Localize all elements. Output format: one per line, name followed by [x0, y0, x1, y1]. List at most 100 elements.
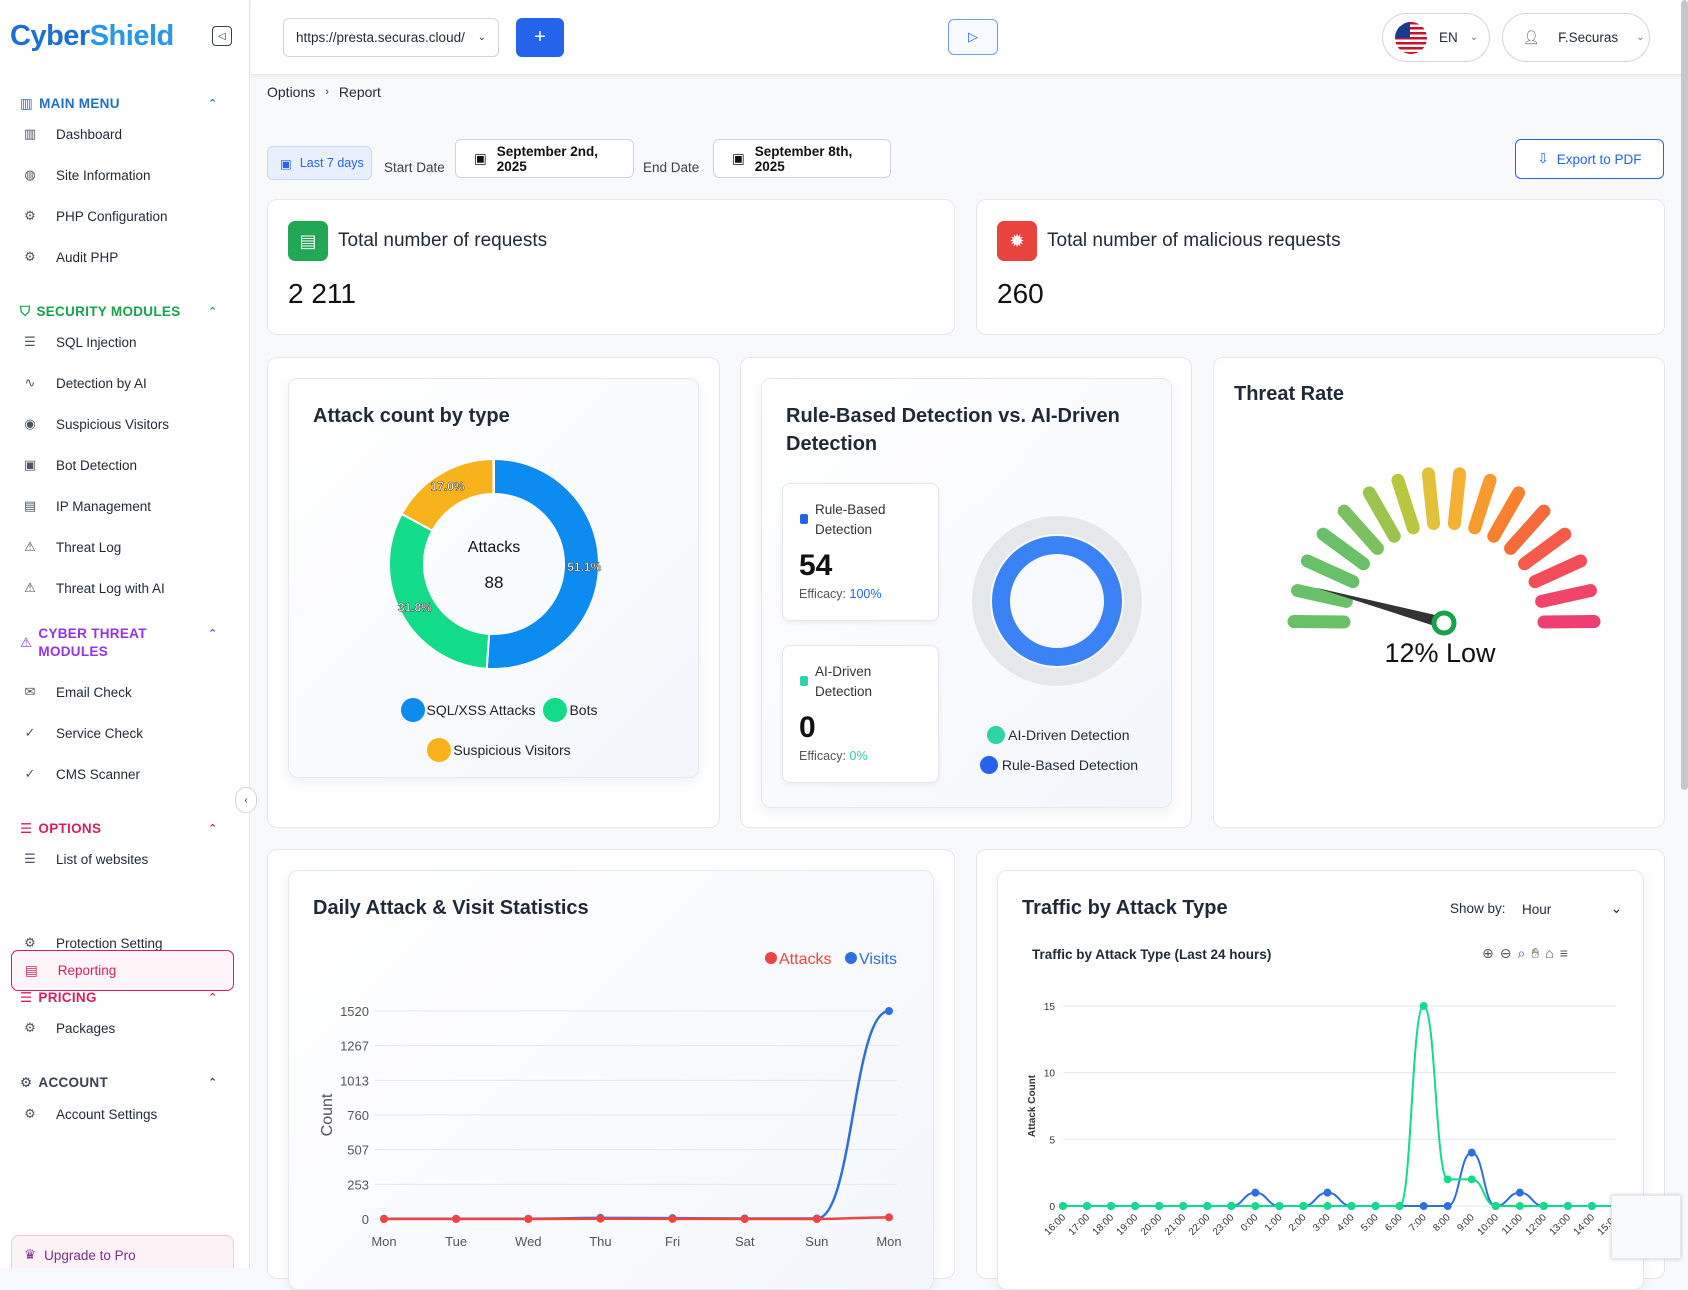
- data-point: [741, 1215, 749, 1223]
- home-icon[interactable]: ⌂: [1545, 945, 1553, 962]
- sidebar-item-packages[interactable]: ⚙Packages: [22, 1020, 115, 1036]
- section-header-main-menu[interactable]: ▥MAIN MENU⌃: [20, 95, 120, 113]
- legend-item[interactable]: SQL/XSS Attacks: [401, 694, 536, 726]
- x-tick-label: Tue: [445, 1234, 467, 1249]
- legend-dot: [401, 698, 425, 722]
- logo[interactable]: CyberShield: [10, 14, 174, 58]
- section-header-account[interactable]: ⚙ACCOUNT⌃: [20, 1074, 108, 1092]
- list-icon: ☰: [20, 990, 32, 1006]
- breadcrumb-current: Report: [339, 84, 381, 100]
- y-tick-label: 0: [362, 1212, 369, 1227]
- y-tick-label: 15: [1044, 1002, 1056, 1013]
- kpi-value: 2 211: [288, 278, 356, 310]
- sidebar-item-threat-log-with-ai[interactable]: ⚠Threat Log with AI: [22, 580, 165, 596]
- attack-count-panel: Attack count by type 51.1%31.8%17.0%Atta…: [288, 378, 699, 778]
- sidebar-item-detection-by-ai[interactable]: ∿Detection by AI: [22, 375, 147, 391]
- gauge-segment: [1475, 480, 1490, 528]
- legend-dot: [543, 698, 567, 722]
- collapse-sidebar-button[interactable]: ◁: [212, 26, 232, 46]
- x-tick-label: Thu: [589, 1234, 611, 1249]
- sidebar-item-label: Service Check: [56, 726, 143, 741]
- traffic-panel: Traffic by Attack Type Show by: Hour⌄ Tr…: [997, 870, 1644, 1290]
- bot-icon: ▣: [22, 457, 38, 473]
- legend-dot: [427, 738, 451, 762]
- sidebar-item-cms-scanner[interactable]: ✓CMS Scanner: [22, 766, 140, 782]
- section-header-options[interactable]: ☰OPTIONS⌃: [20, 820, 101, 838]
- y-tick-label: 760: [347, 1108, 369, 1123]
- x-tick-label: 3:00: [1311, 1212, 1333, 1234]
- end-date-picker[interactable]: ▣September 8th, 2025: [713, 139, 891, 178]
- sidebar-item-service-check[interactable]: ✓Service Check: [22, 725, 143, 741]
- sidebar-item-site-information[interactable]: ◍Site Information: [22, 167, 151, 183]
- sidebar-item-ip-management[interactable]: ▤IP Management: [22, 498, 151, 514]
- site-url-select[interactable]: https://presta.securas.cloud/ ⌄: [283, 18, 499, 57]
- sidebar-toggle-handle[interactable]: ‹: [235, 787, 257, 813]
- data-point: [1107, 1202, 1115, 1210]
- chart-title: Threat Rate: [1234, 380, 1344, 408]
- breadcrumb-root[interactable]: Options: [267, 84, 315, 100]
- data-point: [452, 1215, 460, 1223]
- start-date-picker[interactable]: ▣September 2nd, 2025: [455, 139, 634, 178]
- page-scrollbar[interactable]: [1681, 0, 1688, 790]
- menu-icon[interactable]: ≡: [1560, 945, 1568, 962]
- zoom-out-icon[interactable]: ⊖: [1500, 945, 1512, 962]
- section-header-security-modules[interactable]: ⛉SECURITY MODULES⌃: [20, 303, 181, 321]
- slice-label: 51.1%: [567, 560, 601, 574]
- rule-ring: [1001, 545, 1113, 657]
- play-button[interactable]: ▷: [948, 19, 998, 55]
- export-pdf-button[interactable]: ⇩Export to PDF: [1515, 139, 1664, 179]
- sidebar-item-suspicious-visitors[interactable]: ◉Suspicious Visitors: [22, 416, 169, 432]
- section-title: ACCOUNT: [38, 1074, 108, 1092]
- section-title: MAIN MENU: [39, 95, 120, 113]
- kpi-value: 260: [997, 278, 1044, 310]
- gauge-segment: [1369, 493, 1394, 536]
- sidebar-item-threat-log[interactable]: ⚠Threat Log: [22, 539, 121, 555]
- pan-hand-icon[interactable]: ✋︎: [1531, 945, 1539, 962]
- chart-title: Traffic by Attack Type: [1022, 894, 1228, 922]
- data-point: [885, 1213, 893, 1221]
- magnifier-icon[interactable]: ⌕: [1517, 945, 1525, 962]
- preset-last-7-days[interactable]: ▣Last 7 days: [267, 146, 372, 180]
- sidebar-item-reporting[interactable]: ▤ Reporting: [11, 950, 234, 991]
- sidebar-item-sql-injection[interactable]: ☰SQL Injection: [22, 334, 137, 350]
- x-tick-label: 14:00: [1572, 1212, 1598, 1238]
- warning-icon: ⚠: [22, 580, 38, 596]
- sidebar-item-label: Email Check: [56, 685, 132, 700]
- show-by-select[interactable]: Hour⌄: [1516, 893, 1628, 925]
- sidebar-item-email-check[interactable]: ✉Email Check: [22, 684, 132, 700]
- zoom-in-icon[interactable]: ⊕: [1482, 945, 1494, 962]
- gear-icon: ⚙: [20, 1075, 32, 1091]
- legend-item[interactable]: Bots: [543, 694, 597, 726]
- x-tick-label: 16:00: [1043, 1212, 1069, 1238]
- add-site-button[interactable]: +: [516, 18, 564, 57]
- x-tick-label: 2:00: [1287, 1212, 1309, 1234]
- detection-ring-chart: [970, 514, 1144, 688]
- upgrade-to-pro-button[interactable]: ♛ Upgrade to Pro: [11, 1235, 234, 1268]
- x-tick-label: Sun: [805, 1234, 828, 1249]
- legend-item[interactable]: Suspicious Visitors: [427, 734, 570, 766]
- sidebar-item-dashboard[interactable]: ▥Dashboard: [22, 126, 122, 142]
- legend-dot: [765, 952, 777, 964]
- attack-count-card: Attack count by type 51.1%31.8%17.0%Atta…: [267, 357, 720, 828]
- x-tick-label: 5:00: [1359, 1212, 1381, 1234]
- start-date-value: September 2nd, 2025: [497, 144, 623, 174]
- sidebar-item-bot-detection[interactable]: ▣Bot Detection: [22, 457, 137, 473]
- sidebar-item-account-settings[interactable]: ⚙Account Settings: [22, 1106, 157, 1122]
- sidebar-item-protection-setting[interactable]: ⚙Protection Setting: [22, 935, 163, 951]
- slice-label: 31.8%: [398, 601, 432, 615]
- data-point: [1372, 1202, 1380, 1210]
- bug-icon: ✹: [997, 221, 1037, 261]
- warning-icon: ⚠: [20, 635, 32, 651]
- section-header-pricing[interactable]: ☰PRICING⌃: [20, 989, 97, 1007]
- user-menu[interactable]: 👤︎ F.Securas ⌄: [1502, 13, 1650, 62]
- sidebar-item-php-configuration[interactable]: ⚙PHP Configuration: [22, 208, 168, 224]
- sidebar-item-audit-php[interactable]: ⚙Audit PHP: [22, 249, 118, 265]
- data-point: [1516, 1202, 1524, 1210]
- sidebar-item-list-of-websites[interactable]: ☰List of websites: [22, 851, 148, 867]
- recaptcha-badge[interactable]: [1611, 1195, 1681, 1259]
- language-select[interactable]: EN ⌄: [1382, 13, 1490, 62]
